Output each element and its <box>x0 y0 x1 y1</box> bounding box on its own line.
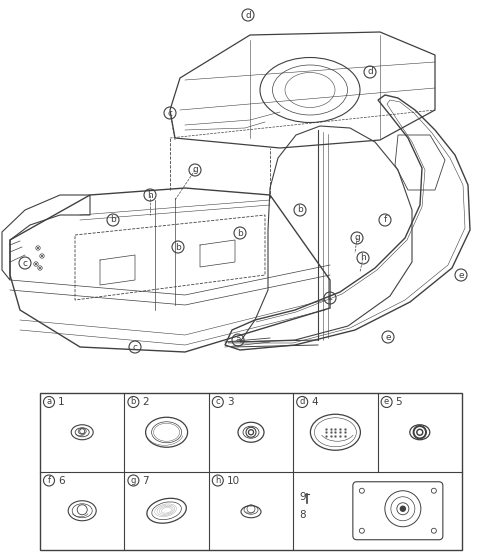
Circle shape <box>418 431 421 434</box>
Text: c: c <box>216 398 220 407</box>
Text: a: a <box>47 398 51 407</box>
Text: 4: 4 <box>311 397 318 407</box>
Text: 3: 3 <box>227 397 233 407</box>
Text: b: b <box>131 398 136 407</box>
Text: 10: 10 <box>227 475 240 485</box>
Circle shape <box>400 506 405 511</box>
Circle shape <box>415 428 424 437</box>
Text: g: g <box>192 166 198 175</box>
Text: c: c <box>327 294 333 302</box>
Text: b: b <box>237 228 243 238</box>
Text: d: d <box>300 398 305 407</box>
Text: e: e <box>384 398 389 407</box>
Text: 9: 9 <box>299 492 306 502</box>
Text: 8: 8 <box>299 510 306 520</box>
Text: 2: 2 <box>143 397 149 407</box>
Text: f: f <box>48 476 50 485</box>
Text: d: d <box>245 11 251 19</box>
Text: h: h <box>147 191 153 199</box>
Text: a: a <box>235 336 241 345</box>
Text: g: g <box>354 233 360 243</box>
Bar <box>40 393 462 550</box>
Text: g: g <box>131 476 136 485</box>
Circle shape <box>35 263 37 265</box>
Text: h: h <box>215 476 220 485</box>
Text: e: e <box>385 332 391 341</box>
Text: b: b <box>175 243 181 252</box>
Text: 5: 5 <box>396 397 402 407</box>
Text: c: c <box>23 259 27 268</box>
Text: 7: 7 <box>143 475 149 485</box>
Text: d: d <box>367 68 373 76</box>
Circle shape <box>249 430 253 435</box>
Text: f: f <box>384 216 386 224</box>
Circle shape <box>39 267 41 269</box>
Circle shape <box>41 255 43 257</box>
Circle shape <box>250 431 252 433</box>
Text: 6: 6 <box>58 475 65 485</box>
Text: c: c <box>132 342 137 351</box>
Text: c: c <box>168 109 172 117</box>
Circle shape <box>417 429 423 435</box>
Text: h: h <box>360 254 366 263</box>
Text: 1: 1 <box>58 397 65 407</box>
Circle shape <box>413 426 426 439</box>
Text: e: e <box>458 270 464 280</box>
Circle shape <box>37 247 39 249</box>
Text: b: b <box>297 206 303 214</box>
Text: b: b <box>110 216 116 224</box>
